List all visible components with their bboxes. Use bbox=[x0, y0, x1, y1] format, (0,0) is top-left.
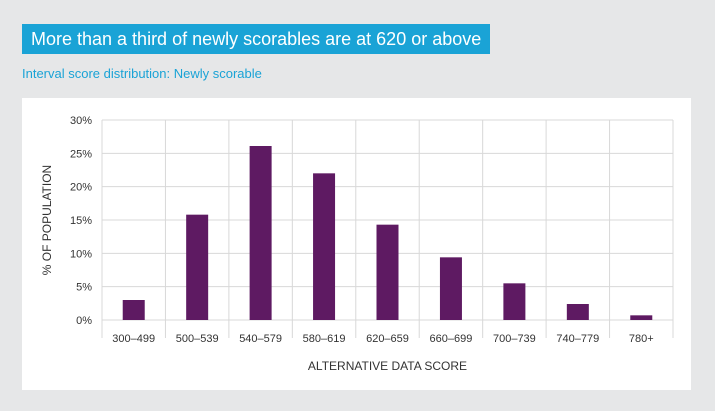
x-tick-label: 540–579 bbox=[239, 333, 282, 345]
bar bbox=[376, 224, 399, 320]
headline-banner: More than a third of newly scorables are… bbox=[22, 24, 491, 54]
bar bbox=[313, 173, 336, 320]
bar bbox=[122, 300, 145, 320]
bar-layer bbox=[122, 146, 653, 320]
chart-panel: 0% 5% 10% 15% 20% 25% 30% 300–499 500–539 540–57… bbox=[22, 98, 691, 390]
bar bbox=[249, 146, 272, 320]
x-tick-label: 580–619 bbox=[303, 333, 346, 345]
y-tick-label: 20% bbox=[70, 182, 92, 194]
y-tick-label: 5% bbox=[76, 282, 92, 294]
y-tick-label: 25% bbox=[70, 148, 92, 160]
y-axis-title: % OF POPULATION bbox=[40, 165, 54, 275]
bar bbox=[630, 315, 653, 320]
x-tick-label: 780+ bbox=[629, 333, 654, 345]
y-tick-layer: 0% 5% 10% 15% 20% 25% 30% bbox=[70, 115, 92, 327]
chart-subtitle: Interval score distribution: Newly scora… bbox=[22, 66, 262, 81]
headline-text: More than a third of newly scorables are… bbox=[31, 29, 482, 49]
x-tick-label: 620–659 bbox=[366, 333, 409, 345]
bar bbox=[186, 214, 209, 320]
x-tick-label: 300–499 bbox=[112, 333, 155, 345]
x-tick-layer: 300–499 500–539 540–579 580–619 620–659 660–6… bbox=[112, 333, 653, 345]
y-tick-label: 0% bbox=[76, 315, 92, 327]
x-axis-title: ALTERNATIVE DATA SCORE bbox=[308, 359, 467, 373]
x-tick-label: 740–779 bbox=[556, 333, 599, 345]
bar bbox=[503, 283, 526, 320]
bar bbox=[439, 257, 462, 320]
x-tick-label: 500–539 bbox=[176, 333, 219, 345]
y-tick-label: 15% bbox=[70, 215, 92, 227]
y-tick-label: 10% bbox=[70, 248, 92, 260]
x-tick-label: 700–739 bbox=[493, 333, 536, 345]
bar-chart: 0% 5% 10% 15% 20% 25% 30% 300–499 500–539 540–57… bbox=[40, 115, 674, 373]
y-tick-label: 30% bbox=[70, 115, 92, 127]
x-tick-label: 660–699 bbox=[430, 333, 473, 345]
bar bbox=[566, 304, 589, 320]
